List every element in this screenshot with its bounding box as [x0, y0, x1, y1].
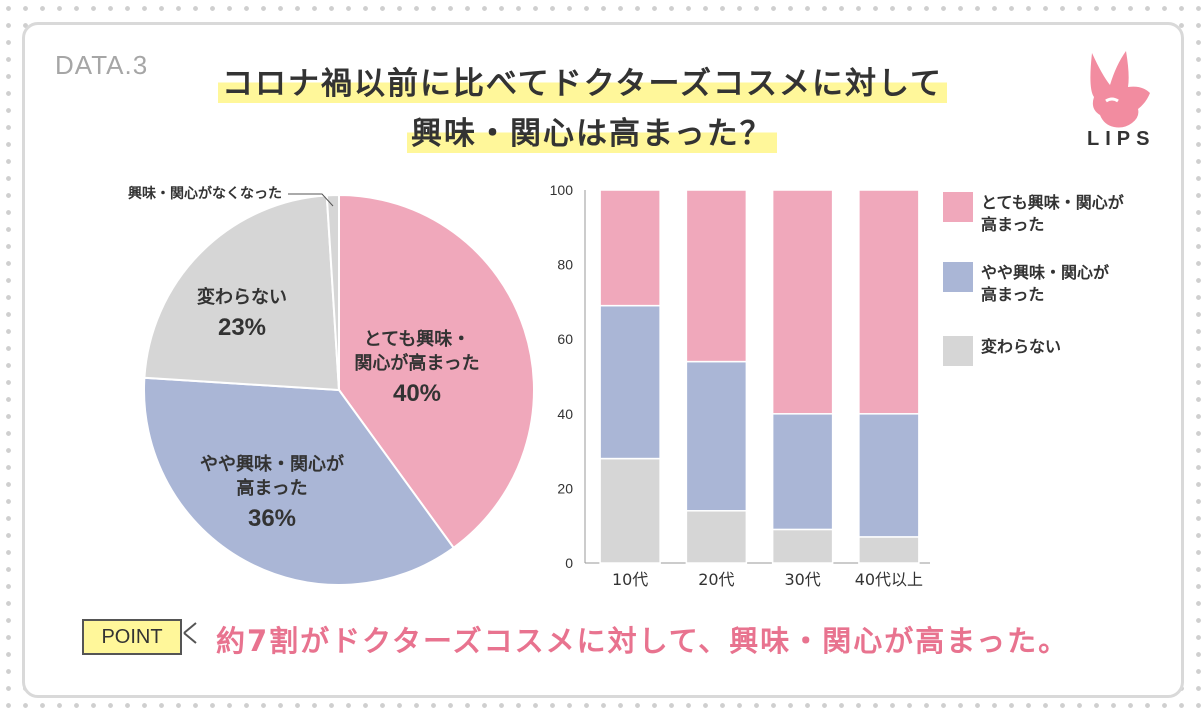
bar-segment [599, 304, 661, 460]
bar-segment [771, 528, 834, 564]
bar-y-tick-label: 60 [557, 331, 573, 347]
bar-y-tick-label: 40 [557, 406, 573, 422]
data-number-label: DATA.3 [55, 50, 149, 80]
pie-slice-label: 高まった [236, 477, 307, 499]
legend-label: 変わらない [981, 337, 1062, 356]
pie-slice-label: やや興味・関心が [200, 453, 344, 475]
bar-segment [599, 457, 661, 564]
bar-segment [685, 510, 748, 564]
pie-callout-line [288, 193, 334, 207]
point-badge: POINT [82, 619, 182, 655]
bar-segment [858, 413, 920, 538]
chart-title-line-2: 興味・関心は高まった？ [407, 108, 777, 153]
legend-swatch [943, 192, 973, 222]
pie-value-label: 36% [248, 505, 296, 532]
pie-slice [338, 193, 535, 550]
bar-segment [771, 413, 834, 531]
pie-slice-label: 関心が高まった [354, 352, 479, 374]
pie-value-label: 23% [218, 314, 266, 341]
bar-y-tick-label: 20 [557, 480, 573, 496]
legend-item: やや興味・関心が 高まった [943, 262, 1151, 306]
pie-slice [325, 193, 340, 391]
legend-swatch [943, 336, 973, 366]
legend-swatch [943, 262, 973, 292]
point-summary-text: 約7割がドクターズコスメに対して、興味・関心が高まった。 [216, 624, 1070, 658]
bar-segment [685, 360, 748, 512]
bar-category-label: 40代以上 [855, 570, 923, 589]
pie-slice-label: 変わらない [197, 286, 287, 308]
lips-logo-icon [1090, 51, 1150, 128]
bar-segment [599, 189, 661, 307]
legend-item: とても興味・関心が 高まった [943, 192, 1151, 236]
bar-segment [771, 189, 834, 415]
bar-y-tick-label: 0 [565, 555, 573, 571]
bar-category-label: 30代 [784, 570, 820, 589]
chart-title-line-1: コロナ禍以前に比べてドクターズコスメに対して [218, 58, 948, 103]
legend-item: 変わらない [943, 336, 1151, 366]
pie-callout-label: 興味・関心がなくなった [128, 185, 282, 202]
pie-slice [143, 194, 341, 392]
pie-slice [143, 376, 456, 586]
bar-category-label: 10代 [612, 570, 648, 589]
pie-value-label: 40% [393, 380, 441, 407]
pie-slice-label: とても興味・ [364, 328, 471, 350]
bar-y-tick-label: 80 [557, 257, 573, 273]
bar-segment [858, 189, 920, 415]
legend-label: やや興味・関心が 高まった [981, 263, 1110, 304]
bar-segment [685, 189, 748, 363]
bar-category-label: 20代 [698, 570, 734, 589]
bar-y-tick-label: 100 [550, 182, 574, 198]
lips-logo-text: LIPS [1087, 128, 1156, 150]
bar-segment [858, 536, 920, 564]
legend-label: とても興味・関心が 高まった [981, 193, 1124, 234]
